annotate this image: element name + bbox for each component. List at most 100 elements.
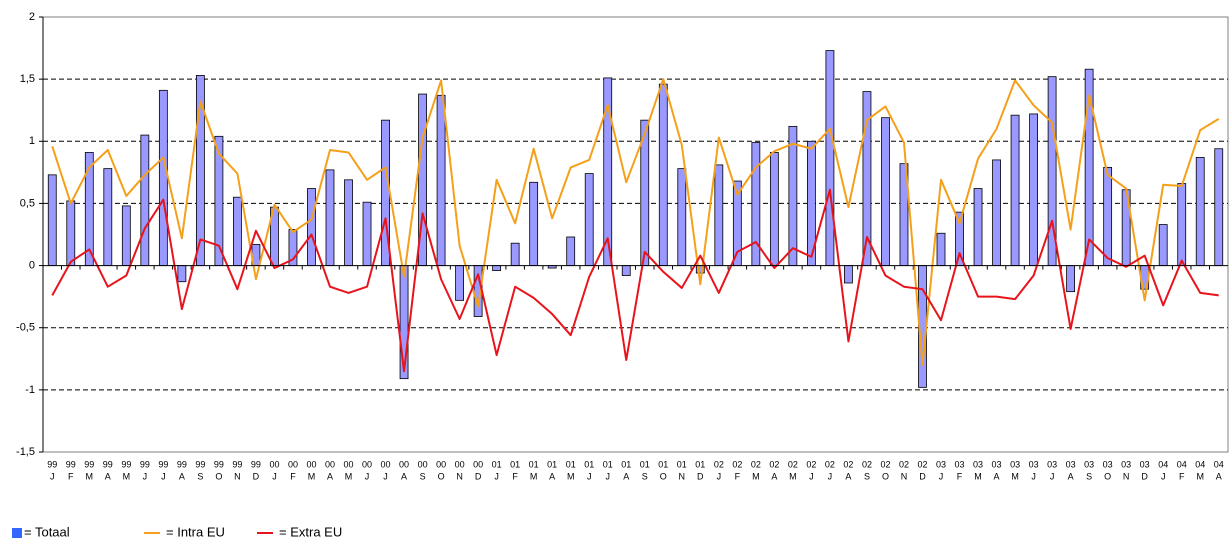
x-tick-label: S: [420, 471, 426, 481]
x-tick-label: M: [752, 471, 760, 481]
x-tick-label: N: [901, 471, 908, 481]
x-tick-label: 03: [1047, 459, 1057, 469]
bar: [1195, 157, 1205, 266]
x-tick-label: D: [919, 471, 926, 481]
x-tick-label: 01: [584, 459, 594, 469]
x-tick-label: 02: [769, 459, 779, 469]
y-tick-label: -1: [25, 384, 35, 396]
x-tick-label: F: [290, 471, 296, 481]
x-tick-label: 01: [603, 459, 613, 469]
y-tick-label: 1,5: [20, 73, 35, 85]
x-tick-label: M: [1011, 471, 1019, 481]
x-tick-label: 01: [677, 459, 687, 469]
x-tick-label: 01: [529, 459, 539, 469]
bar: [362, 201, 372, 266]
x-tick-label: F: [957, 471, 963, 481]
x-tick-label: A: [771, 471, 777, 481]
x-tick-label: 99: [195, 459, 205, 469]
x-tick-label: 04: [1195, 459, 1205, 469]
line: [51, 188, 1219, 373]
x-tick-label: N: [456, 471, 463, 481]
x-tick-label: A: [845, 471, 851, 481]
x-tick-label: 02: [714, 459, 724, 469]
x-tick-label: 01: [492, 459, 502, 469]
x-tick-label: 02: [899, 459, 909, 469]
x-tick-label: 03: [1103, 459, 1113, 469]
bar: [529, 181, 539, 266]
x-tick-label: 03: [1084, 459, 1094, 469]
x-tick-label: 99: [66, 459, 76, 469]
x-tick-label: 00: [381, 459, 391, 469]
bar: [788, 125, 798, 266]
x-tick-label: 99: [214, 459, 224, 469]
x-tick-label: 03: [1010, 459, 1020, 469]
x-tick-label: J: [1161, 471, 1166, 481]
x-tick-label: 01: [621, 459, 631, 469]
bar: [399, 265, 409, 380]
bar: [66, 200, 76, 266]
legend-label: = Extra EU: [279, 524, 342, 539]
x-tick-label: A: [623, 471, 629, 481]
x-tick-label: 03: [1121, 459, 1131, 469]
x-tick-label: M: [86, 471, 94, 481]
x-tick-label: A: [401, 471, 407, 481]
x-tick-label: 00: [362, 459, 372, 469]
x-tick-label: M: [567, 471, 575, 481]
x-tick-label: 02: [732, 459, 742, 469]
y-tick-label: -1,5: [16, 446, 35, 458]
bar: [1066, 265, 1076, 293]
x-tick-label: M: [345, 471, 353, 481]
x-tick-label: J: [272, 471, 277, 481]
bar: [992, 159, 1001, 266]
x-tick-label: 00: [325, 459, 335, 469]
x-tick-label: O: [1104, 471, 1111, 481]
x-tick-label: 01: [658, 459, 668, 469]
x-tick-label: F: [735, 471, 741, 481]
bar: [492, 265, 502, 271]
x-tick-label: 00: [455, 459, 465, 469]
bar: [1177, 183, 1187, 266]
bar: [177, 265, 187, 283]
bar: [158, 89, 168, 266]
x-tick-label: 02: [862, 459, 872, 469]
bar: [621, 265, 631, 276]
x-tick-label: M: [308, 471, 316, 481]
x-tick-label: M: [123, 471, 131, 481]
x-tick-label: 03: [992, 459, 1002, 469]
x-tick-label: J: [809, 471, 814, 481]
x-tick-label: O: [882, 471, 889, 481]
y-tick-label: 1: [29, 135, 35, 147]
x-tick-label: 02: [751, 459, 761, 469]
x-tick-label: J: [161, 471, 166, 481]
x-tick-label: D: [253, 471, 260, 481]
x-tick-label: J: [939, 471, 944, 481]
x-tick-label: D: [697, 471, 704, 481]
x-tick-label: J: [365, 471, 370, 481]
y-tick-label: 0: [29, 259, 35, 271]
x-tick-label: 03: [973, 459, 983, 469]
bar: [436, 94, 446, 266]
x-tick-label: S: [864, 471, 870, 481]
bar: [103, 168, 113, 266]
x-tick-label: A: [549, 471, 555, 481]
bar: [658, 83, 668, 266]
bar: [769, 152, 779, 266]
x-tick-label: D: [1141, 471, 1148, 481]
x-tick-label: 99: [121, 459, 131, 469]
x-tick-label: 03: [1140, 459, 1150, 469]
x-tick-label: 01: [510, 459, 520, 469]
bar: [325, 169, 335, 266]
x-tick-label: 00: [344, 459, 354, 469]
x-tick-label: 02: [825, 459, 835, 469]
x-tick-label: 03: [1029, 459, 1039, 469]
x-tick-label: J: [50, 471, 55, 481]
x-tick-label: J: [1050, 471, 1055, 481]
bar: [1010, 114, 1020, 266]
x-tick-label: J: [587, 471, 592, 481]
x-tick-label: 00: [306, 459, 316, 469]
x-tick-label: J: [717, 471, 722, 481]
bar: [1029, 113, 1038, 266]
x-tick-label: 01: [566, 459, 576, 469]
x-tick-label: A: [327, 471, 333, 481]
x-tick-label: A: [1068, 471, 1074, 481]
